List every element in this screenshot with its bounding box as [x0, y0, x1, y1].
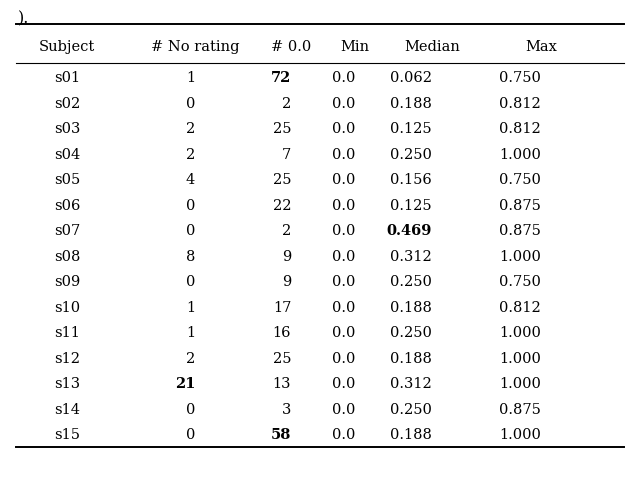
Text: 0.0: 0.0 — [332, 122, 355, 136]
Text: 0.0: 0.0 — [332, 301, 355, 315]
Text: 0.0: 0.0 — [332, 326, 355, 340]
Text: s06: s06 — [54, 199, 81, 213]
Text: 21: 21 — [175, 377, 195, 391]
Text: 0.750: 0.750 — [499, 72, 541, 85]
Text: 1: 1 — [186, 301, 195, 315]
Text: Max: Max — [525, 40, 557, 53]
Text: 0.188: 0.188 — [390, 352, 432, 366]
Text: 0.0: 0.0 — [332, 224, 355, 238]
Text: 2: 2 — [186, 352, 195, 366]
Text: ).: ). — [18, 10, 29, 27]
Text: 1.000: 1.000 — [499, 250, 541, 264]
Text: s03: s03 — [54, 122, 81, 136]
Text: 1.000: 1.000 — [499, 148, 541, 162]
Text: 0.0: 0.0 — [332, 173, 355, 187]
Text: 0.312: 0.312 — [390, 250, 432, 264]
Text: # No rating: # No rating — [151, 40, 239, 53]
Text: 0.875: 0.875 — [499, 199, 541, 213]
Text: 2: 2 — [186, 148, 195, 162]
Text: s01: s01 — [54, 72, 80, 85]
Text: 0: 0 — [186, 275, 195, 289]
Text: 1.000: 1.000 — [499, 326, 541, 340]
Text: Median: Median — [404, 40, 460, 53]
Text: 0.125: 0.125 — [390, 122, 432, 136]
Text: s13: s13 — [54, 377, 80, 391]
Text: s05: s05 — [54, 173, 81, 187]
Text: 0: 0 — [186, 199, 195, 213]
Text: 0.875: 0.875 — [499, 403, 541, 416]
Text: 25: 25 — [273, 352, 291, 366]
Text: 7: 7 — [282, 148, 291, 162]
Text: 0.188: 0.188 — [390, 301, 432, 315]
Text: 1: 1 — [186, 72, 195, 85]
Text: Subject: Subject — [39, 40, 95, 53]
Text: 0.875: 0.875 — [499, 224, 541, 238]
Text: 4: 4 — [186, 173, 195, 187]
Text: 2: 2 — [186, 122, 195, 136]
Text: 1.000: 1.000 — [499, 428, 541, 442]
Text: 25: 25 — [273, 173, 291, 187]
Text: 58: 58 — [271, 428, 291, 442]
Text: 0.250: 0.250 — [390, 148, 432, 162]
Text: s11: s11 — [54, 326, 80, 340]
Text: 0.750: 0.750 — [499, 173, 541, 187]
Text: 13: 13 — [273, 377, 291, 391]
Text: 17: 17 — [273, 301, 291, 315]
Text: s15: s15 — [54, 428, 80, 442]
Text: 0.0: 0.0 — [332, 428, 355, 442]
Text: 0.469: 0.469 — [387, 224, 432, 238]
Text: 0.062: 0.062 — [390, 72, 432, 85]
Text: 0.0: 0.0 — [332, 275, 355, 289]
Text: 0.0: 0.0 — [332, 72, 355, 85]
Text: 0.750: 0.750 — [499, 275, 541, 289]
Text: 8: 8 — [186, 250, 195, 264]
Text: 0.812: 0.812 — [499, 122, 541, 136]
Text: 9: 9 — [282, 250, 291, 264]
Text: 0.812: 0.812 — [499, 97, 541, 111]
Text: 0.0: 0.0 — [332, 377, 355, 391]
Text: Min: Min — [340, 40, 370, 53]
Text: 72: 72 — [271, 72, 291, 85]
Text: 0.250: 0.250 — [390, 403, 432, 416]
Text: 0.0: 0.0 — [332, 148, 355, 162]
Text: s14: s14 — [54, 403, 80, 416]
Text: 0.188: 0.188 — [390, 97, 432, 111]
Text: 1.000: 1.000 — [499, 377, 541, 391]
Text: 0.156: 0.156 — [390, 173, 432, 187]
Text: 25: 25 — [273, 122, 291, 136]
Text: 0.312: 0.312 — [390, 377, 432, 391]
Text: 0: 0 — [186, 428, 195, 442]
Text: s02: s02 — [54, 97, 81, 111]
Text: s09: s09 — [54, 275, 81, 289]
Text: 0: 0 — [186, 97, 195, 111]
Text: s10: s10 — [54, 301, 80, 315]
Text: s08: s08 — [54, 250, 81, 264]
Text: 2: 2 — [282, 224, 291, 238]
Text: 9: 9 — [282, 275, 291, 289]
Text: 0.0: 0.0 — [332, 352, 355, 366]
Text: 0.0: 0.0 — [332, 250, 355, 264]
Text: 2: 2 — [282, 97, 291, 111]
Text: 0.250: 0.250 — [390, 326, 432, 340]
Text: 0.250: 0.250 — [390, 275, 432, 289]
Text: 0.125: 0.125 — [390, 199, 432, 213]
Text: 0: 0 — [186, 403, 195, 416]
Text: 1.000: 1.000 — [499, 352, 541, 366]
Text: 1: 1 — [186, 326, 195, 340]
Text: s04: s04 — [54, 148, 81, 162]
Text: 0.188: 0.188 — [390, 428, 432, 442]
Text: 0.0: 0.0 — [332, 403, 355, 416]
Text: 0: 0 — [186, 224, 195, 238]
Text: 3: 3 — [282, 403, 291, 416]
Text: s07: s07 — [54, 224, 81, 238]
Text: 0.812: 0.812 — [499, 301, 541, 315]
Text: # 0.0: # 0.0 — [271, 40, 311, 53]
Text: 0.0: 0.0 — [332, 199, 355, 213]
Text: 16: 16 — [273, 326, 291, 340]
Text: s12: s12 — [54, 352, 80, 366]
Text: 0.0: 0.0 — [332, 97, 355, 111]
Text: 22: 22 — [273, 199, 291, 213]
